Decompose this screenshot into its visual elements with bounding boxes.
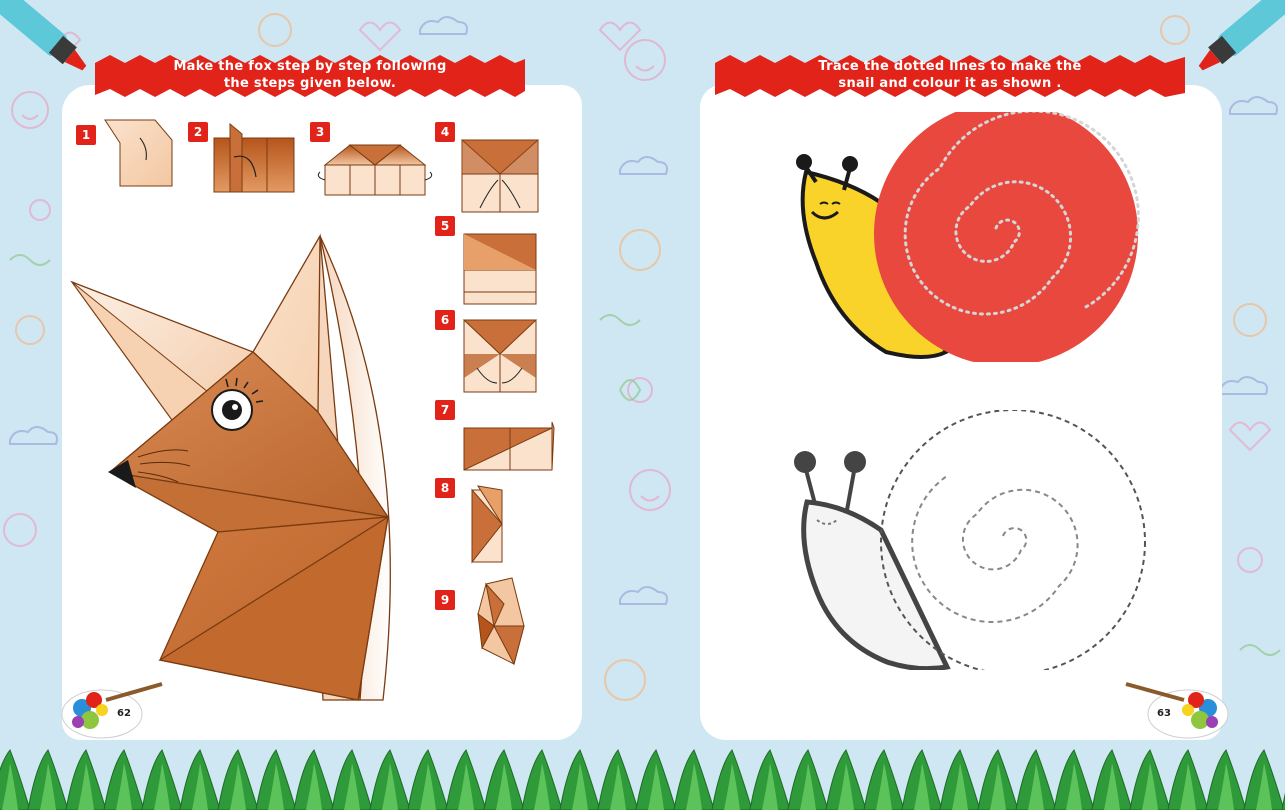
step-number: 3 — [310, 122, 330, 142]
paint-palette-icon — [1125, 682, 1229, 739]
grass-blade-highlight — [192, 763, 208, 810]
grass-blade-highlight — [382, 763, 398, 810]
grass-border — [0, 749, 1285, 810]
grass-blade-highlight — [952, 763, 968, 810]
grass-blade-highlight — [154, 763, 170, 810]
grass-blade-highlight — [534, 763, 550, 810]
grass-blade-highlight — [2, 763, 18, 810]
instruction-banner-left: Make the fox step by step following the … — [95, 55, 525, 97]
instruction-line: Make the fox step by step following — [173, 59, 447, 74]
grass-blade-highlight — [230, 763, 246, 810]
step-3-illustration — [317, 144, 433, 196]
step-number: 8 — [435, 478, 455, 498]
grass-blade-highlight — [800, 763, 816, 810]
grass-blade-highlight — [1066, 763, 1082, 810]
grass-blade-highlight — [1142, 763, 1158, 810]
grass-blade-highlight — [306, 763, 322, 810]
grass-blade-highlight — [496, 763, 512, 810]
paint-palette-icon — [61, 682, 163, 739]
page-number: 63 — [1157, 708, 1171, 719]
step-number: 4 — [435, 122, 455, 142]
grass-blade-highlight — [648, 763, 664, 810]
grass-blade-highlight — [458, 763, 474, 810]
step-8-illustration — [471, 485, 503, 564]
page-number: 62 — [117, 708, 131, 719]
grass-blade-highlight — [116, 763, 132, 810]
grass-blade-highlight — [344, 763, 360, 810]
grass-blade-highlight — [40, 763, 56, 810]
step-5-illustration — [463, 233, 537, 305]
instruction-text: Make the fox step by step following the … — [95, 58, 525, 92]
grass-blade-highlight — [78, 763, 94, 810]
grass-blade — [1281, 792, 1285, 810]
grass-blade-highlight — [420, 763, 436, 810]
instruction-line: snail and colour it as shown . — [838, 76, 1062, 91]
snail-colored-illustration — [796, 112, 1140, 362]
marker-icon — [1198, 0, 1285, 71]
instruction-banner-right: Trace the dotted lines to make the snail… — [715, 55, 1185, 97]
grass-blade-highlight — [914, 763, 930, 810]
grass-blade-highlight — [572, 763, 588, 810]
step-number: 7 — [435, 400, 455, 420]
step-number: 6 — [435, 310, 455, 330]
step-6-illustration — [462, 319, 538, 393]
instruction-line: Trace the dotted lines to make the — [818, 59, 1082, 74]
grass-blade-highlight — [990, 763, 1006, 810]
step-number: 9 — [435, 590, 455, 610]
marker-icon — [0, 0, 87, 71]
grass-blade-highlight — [686, 763, 702, 810]
step-4-illustration — [460, 139, 540, 213]
step-9-illustration — [477, 577, 525, 666]
step-1-illustration — [104, 119, 173, 187]
instruction-text: Trace the dotted lines to make the snail… — [715, 58, 1185, 92]
snail-tracing-illustration — [794, 410, 1146, 670]
grass-blade-highlight — [610, 763, 626, 810]
grass-blade-highlight — [876, 763, 892, 810]
step-number: 1 — [76, 125, 96, 145]
instruction-line: the steps given below. — [223, 76, 397, 91]
step-2-illustration — [213, 122, 295, 193]
grass-blade-highlight — [1028, 763, 1044, 810]
fox-illustration — [70, 233, 391, 701]
grass-blade-highlight — [1104, 763, 1120, 810]
grass-blade-highlight — [838, 763, 854, 810]
grass-blade-highlight — [268, 763, 284, 810]
step-7-illustration — [463, 421, 555, 471]
grass-blade-highlight — [1180, 763, 1196, 810]
step-number: 2 — [188, 122, 208, 142]
grass-blade-highlight — [1256, 763, 1272, 810]
grass-blade-highlight — [1218, 763, 1234, 810]
grass-blade-highlight — [762, 763, 778, 810]
step-number: 5 — [435, 216, 455, 236]
grass-blade-highlight — [724, 763, 740, 810]
